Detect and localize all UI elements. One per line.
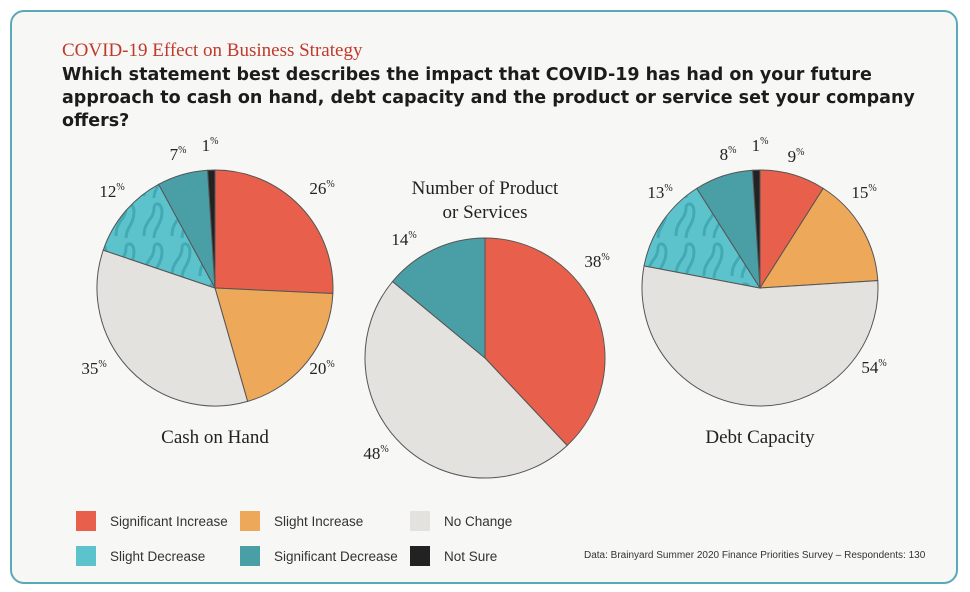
- pie-value-label: 7%: [170, 145, 187, 164]
- legend-label: Significant Decrease: [274, 548, 398, 564]
- legend-item-significant-increase: Significant Increase: [76, 511, 228, 531]
- pie-slice-significant-increase: [214, 169, 334, 295]
- pie-value-label: 1%: [752, 136, 769, 155]
- legend-item-not-sure: Not Sure: [410, 546, 497, 566]
- pie-chart-title: Cash on Hand: [161, 427, 269, 448]
- pie-slice-no-change: [96, 249, 249, 407]
- pie-value-label: 9%: [788, 147, 805, 166]
- legend-item-significant-decrease: Significant Decrease: [240, 546, 398, 566]
- pie-slice-slight-increase: [214, 287, 334, 403]
- pie-slice-slight-increase: [759, 187, 879, 289]
- pie-chart-title: or Services: [443, 202, 528, 223]
- chart-kicker: COVID-19 Effect on Business Strategy: [62, 40, 363, 61]
- pie-value-label: 38%: [584, 252, 609, 271]
- pie-value-label: 15%: [851, 183, 876, 202]
- pie-slice-no-change: [641, 265, 879, 407]
- pie-slice-significant-increase: [484, 237, 606, 447]
- pie-chart-title: Number of Product: [412, 178, 559, 199]
- pie-value-label: 8%: [720, 145, 737, 164]
- legend-label: No Change: [444, 513, 513, 529]
- data-source: Data: Brainyard Summer 2020 Finance Prio…: [584, 550, 926, 561]
- pie-slice-not-sure: [207, 169, 216, 289]
- pie-value-label: 1%: [202, 136, 219, 155]
- pie-value-label: 35%: [81, 359, 106, 378]
- legend-item-no-change: No Change: [410, 511, 512, 531]
- pie-value-label: 54%: [861, 358, 886, 377]
- pie-chart-debt-capacity: 9% 15% 54% 13% 8% 1% Debt Capacity: [641, 136, 887, 448]
- pie-value-label: 26%: [309, 179, 334, 198]
- pie-slice-slight-decrease: [643, 187, 762, 289]
- legend-swatch: [410, 546, 430, 566]
- legend-label: Slight Increase: [274, 513, 364, 529]
- legend-swatch: [410, 511, 430, 531]
- pie-chart-products-services: 38% 48% 14% Number of Product or Services: [363, 178, 610, 479]
- legend-label: Significant Increase: [110, 513, 228, 529]
- legend-swatch: [240, 511, 260, 531]
- pie-slice-slight-decrease: [102, 183, 217, 289]
- pie-chart-title: Debt Capacity: [705, 427, 815, 448]
- pie-slice-significant-decrease: [391, 237, 486, 360]
- pie-chart-cash-on-hand: 26% 20% 35% 12% 7% 1% Cash on Hand: [81, 136, 334, 448]
- legend-item-slight-decrease: Slight Decrease: [76, 546, 205, 566]
- pie-value-label: 12%: [99, 182, 124, 201]
- survey-question: Which statement best describes the impac…: [62, 65, 915, 131]
- legend-swatch: [76, 546, 96, 566]
- pie-value-label: 14%: [391, 230, 416, 249]
- pie-value-label: 20%: [309, 359, 334, 378]
- pie-value-label: 48%: [363, 444, 388, 463]
- legend-swatch: [76, 511, 96, 531]
- pie-value-label: 13%: [647, 183, 672, 202]
- pie-slice-not-sure: [752, 169, 761, 289]
- legend-label: Not Sure: [444, 548, 498, 564]
- legend-swatch: [240, 546, 260, 566]
- legend-item-slight-increase: Slight Increase: [240, 511, 363, 531]
- pie-slice-no-change: [364, 280, 568, 479]
- legend-label: Slight Decrease: [110, 548, 206, 564]
